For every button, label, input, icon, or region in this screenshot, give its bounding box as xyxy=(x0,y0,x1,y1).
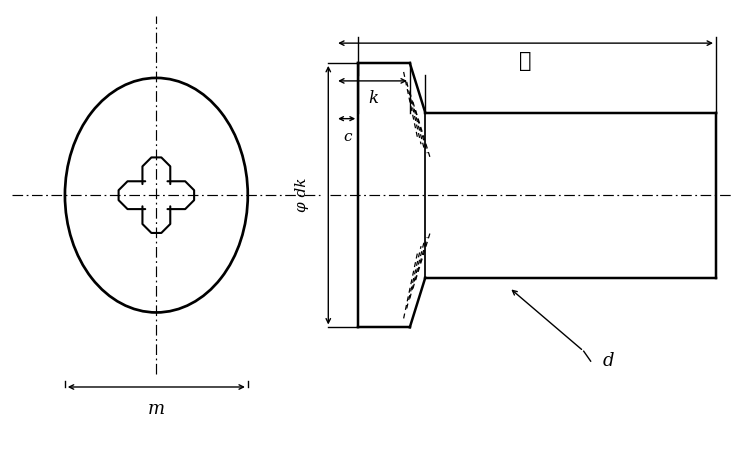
Text: m: m xyxy=(148,400,165,418)
Text: φ dk: φ dk xyxy=(296,178,310,212)
Text: k: k xyxy=(368,90,378,107)
Text: c: c xyxy=(343,130,352,144)
Text: d: d xyxy=(603,352,614,370)
Text: ℓ: ℓ xyxy=(519,51,531,71)
